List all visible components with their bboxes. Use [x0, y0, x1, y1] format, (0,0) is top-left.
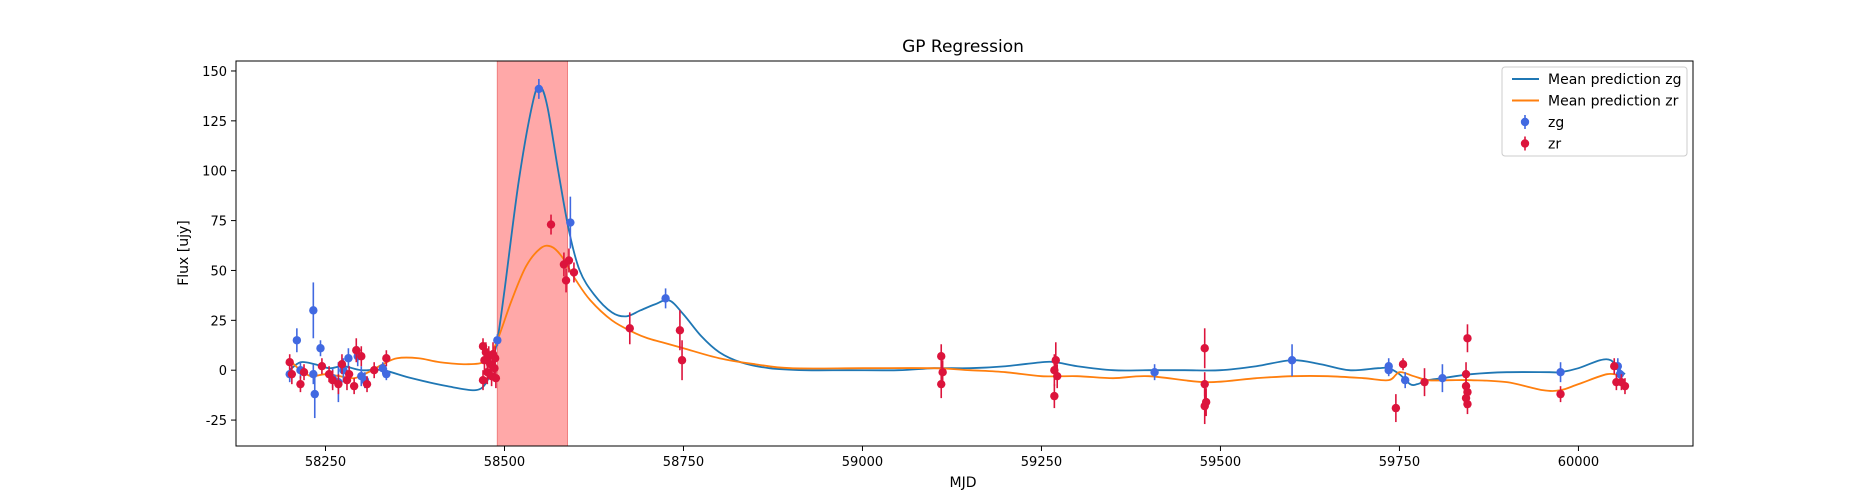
legend-item: zg	[1520, 115, 1564, 131]
point-zg	[382, 369, 391, 379]
y-tick-label: 0	[219, 364, 227, 379]
legend-box	[1501, 66, 1688, 157]
point-zr	[296, 379, 305, 389]
point-zr	[561, 276, 571, 285]
point-zr	[337, 360, 347, 369]
point-zr	[1620, 381, 1630, 391]
x-tick-label: 59500	[1200, 455, 1241, 470]
point-zg	[316, 344, 325, 353]
point-zg	[309, 369, 318, 379]
point-zr	[1050, 391, 1059, 401]
x-tick-label: 59000	[842, 455, 883, 470]
x-tick-label: 58750	[663, 455, 704, 470]
point-zr	[478, 375, 488, 385]
point-zr	[362, 379, 372, 389]
legend: Mean prediction zg Mean prediction zr zg zr	[1501, 66, 1688, 157]
point-zr	[625, 324, 634, 333]
point-zr	[1200, 379, 1209, 389]
point-zr	[1556, 389, 1565, 399]
x-tick-label: 58500	[484, 455, 525, 470]
point-zr	[299, 367, 309, 377]
x-tick-label: 59250	[1021, 455, 1062, 470]
point-zr	[564, 256, 574, 265]
point-zr	[1461, 369, 1471, 379]
x-tick-label: 59750	[1379, 455, 1420, 470]
point-zr	[344, 369, 354, 379]
legend-marker-swatch	[1520, 139, 1530, 148]
point-zr	[938, 367, 947, 377]
y-tick-label: 75	[210, 215, 227, 230]
x-axis-label: MJD	[950, 475, 977, 491]
point-zr	[287, 369, 297, 379]
legend-label: Mean prediction zg	[1548, 72, 1682, 88]
point-zg	[1384, 365, 1393, 375]
plot-area: 58250 58500 58750 59000 59250 59500 59750 60000…	[202, 60, 1694, 470]
point-zr	[1398, 360, 1408, 369]
series-zr	[285, 214, 1630, 425]
point-zg	[661, 294, 670, 303]
line-mean-zr	[289, 244, 1622, 392]
point-zr	[334, 379, 343, 389]
point-zr	[677, 356, 687, 365]
point-zr	[349, 381, 359, 391]
point-zr	[546, 220, 556, 229]
point-zr	[1053, 371, 1062, 381]
point-zr	[937, 352, 946, 361]
point-zr	[1420, 377, 1429, 387]
legend-item: zr	[1520, 136, 1561, 153]
point-zr	[1610, 362, 1619, 371]
y-tick-label: 100	[202, 165, 227, 180]
legend-marker-swatch	[1520, 117, 1530, 127]
chart-title: GP Regression	[902, 37, 1024, 57]
y-axis-label: Flux [ujy]	[176, 220, 192, 286]
point-zr	[675, 326, 685, 335]
point-zg	[493, 336, 502, 345]
y-tick-label: 125	[202, 115, 227, 130]
y-tick-label: 25	[210, 314, 227, 329]
legend-label: zg	[1548, 115, 1564, 131]
point-zg	[309, 306, 318, 315]
legend-item: Mean prediction zg	[1512, 72, 1682, 88]
point-zr	[317, 362, 327, 371]
point-zr	[1391, 403, 1401, 413]
point-zr	[1200, 344, 1209, 353]
legend-label: zr	[1548, 137, 1561, 153]
point-zg	[1287, 356, 1297, 365]
x-tick-label: 60000	[1558, 455, 1599, 470]
point-zg	[292, 336, 302, 345]
point-zr	[490, 354, 500, 363]
point-zg	[1556, 367, 1565, 377]
x-tick-label: 58250	[305, 455, 346, 470]
point-zr	[357, 352, 366, 361]
point-zg	[566, 218, 575, 227]
y-tick-label: -25	[206, 414, 227, 429]
legend-item: Mean prediction zr	[1512, 94, 1679, 110]
point-zr	[1200, 401, 1209, 411]
point-zr	[1463, 334, 1472, 343]
point-zg	[1438, 373, 1447, 383]
point-zg	[1400, 375, 1410, 385]
point-zr	[1051, 356, 1060, 365]
plot-frame	[235, 60, 1694, 447]
point-zr	[1463, 399, 1472, 409]
legend-label: Mean prediction zr	[1548, 94, 1679, 110]
y-tick-label: 50	[210, 264, 227, 279]
point-zr	[382, 354, 391, 363]
point-zg	[534, 84, 544, 94]
point-zr	[491, 373, 501, 383]
point-zr	[369, 365, 379, 375]
point-zr	[937, 379, 946, 389]
point-zr	[352, 346, 361, 355]
point-zg	[344, 354, 353, 363]
point-zg	[1150, 367, 1159, 377]
point-zg	[310, 389, 319, 399]
point-zr	[569, 268, 579, 277]
y-tick-label: 150	[202, 65, 227, 80]
highlight-span	[496, 60, 568, 447]
